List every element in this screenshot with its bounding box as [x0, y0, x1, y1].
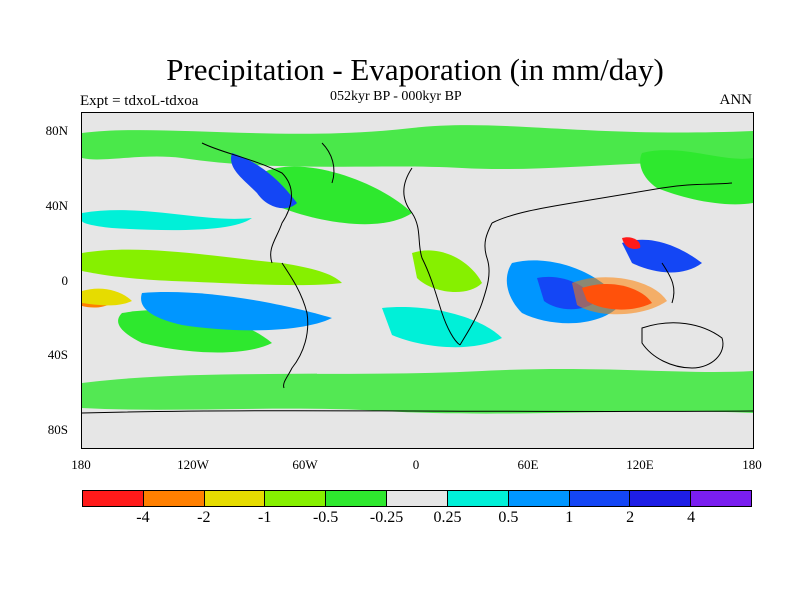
colorbar-label: -4	[136, 509, 150, 526]
west-pacific-blue	[622, 239, 702, 273]
tropical-yellow	[82, 288, 132, 306]
lat-tick-80n: 80N	[45, 123, 68, 138]
lon-tick-60w: 60W	[292, 457, 318, 472]
colorbar-label: -2	[197, 509, 211, 526]
lat-tick-80s: 80S	[47, 422, 68, 437]
south-pacific-green	[118, 309, 272, 353]
colorbar-swatch-3	[265, 491, 327, 506]
season-label: ANN	[719, 92, 753, 108]
lat-tick-0: 0	[61, 273, 69, 288]
colorbar-label: -1	[258, 509, 272, 526]
map-field	[82, 113, 753, 448]
map-title: Precipitation - Evaporation (in mm/day)	[166, 52, 664, 87]
lon-tick-60e: 60E	[517, 457, 539, 472]
colorbar-swatch-6	[447, 491, 509, 506]
maritime-continent-orange	[572, 277, 667, 315]
colorbar-label: 4	[687, 509, 696, 526]
colorbar-swatch-0	[83, 491, 144, 506]
south-atlantic-cyan	[382, 307, 502, 348]
colorbar-label: 0.25	[433, 509, 462, 526]
lon-tick-120w: 120W	[177, 457, 209, 472]
colorbar-swatch-5	[387, 491, 448, 506]
lon-tick-120e: 120E	[626, 457, 654, 472]
tropical-africa-green	[412, 250, 482, 293]
tropical-pacific-green	[82, 249, 342, 286]
colorbar	[82, 490, 752, 507]
colorbar-swatch-10	[691, 491, 751, 506]
colorbar-swatch-9	[630, 491, 692, 506]
colorbar-swatch-7	[508, 491, 570, 506]
map-subtitle: 052kyr BP - 000kyr BP	[330, 89, 462, 104]
east-asia-red	[622, 237, 641, 249]
pacific-cyan-strip	[82, 210, 252, 231]
lon-tick-0: 0	[412, 457, 420, 472]
colorbar-label: -0.5	[312, 509, 339, 526]
south-pacific-blue	[141, 292, 332, 331]
colorbar-swatch-8	[569, 491, 631, 506]
map-plot-area	[81, 112, 754, 449]
lat-tick-40s: 40S	[47, 347, 68, 362]
lon-tick-180w: 180	[71, 457, 91, 472]
lat-tick-40n: 40N	[45, 198, 68, 213]
colorbar-label: 0.5	[498, 509, 519, 526]
lon-tick-180e: 180	[742, 457, 762, 472]
coastlines	[82, 142, 753, 414]
colorbar-label: 2	[626, 509, 635, 526]
southern-ocean-green	[82, 369, 753, 414]
pacific-west-green	[640, 150, 753, 205]
colorbar-label: -0.25	[369, 509, 404, 526]
arctic-green-band	[82, 125, 753, 170]
north-america-blue	[231, 153, 297, 209]
colorbar-swatch-4	[326, 491, 388, 506]
colorbar-swatch-1	[143, 491, 205, 506]
experiment-label: Expt = tdxoL-tdxoa	[80, 93, 199, 109]
colorbar-swatch-2	[204, 491, 266, 506]
north-atlantic-green	[258, 166, 412, 225]
colorbar-label: 1	[565, 509, 574, 526]
